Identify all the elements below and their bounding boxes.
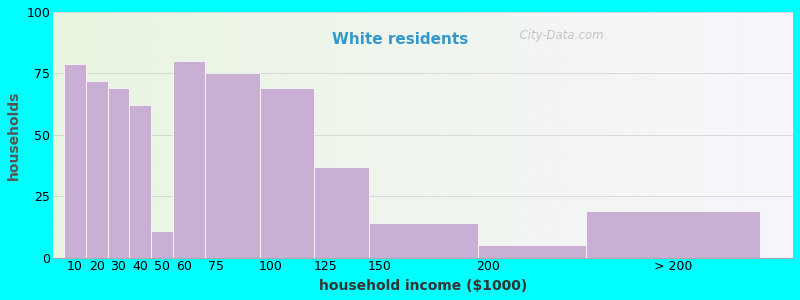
Bar [151, 231, 173, 258]
Bar [64, 64, 86, 258]
Bar [260, 88, 314, 258]
Bar [478, 245, 586, 258]
Bar [586, 211, 761, 258]
Bar [206, 74, 260, 258]
Text: City-Data.com: City-Data.com [512, 29, 603, 42]
Text: White residents: White residents [332, 32, 468, 46]
Y-axis label: households: households [7, 90, 21, 179]
Bar [173, 61, 206, 258]
X-axis label: household income ($1000): household income ($1000) [319, 279, 527, 293]
Bar [369, 223, 478, 258]
Bar [86, 81, 107, 258]
Bar [130, 105, 151, 258]
Bar [314, 167, 369, 258]
Bar [107, 88, 130, 258]
